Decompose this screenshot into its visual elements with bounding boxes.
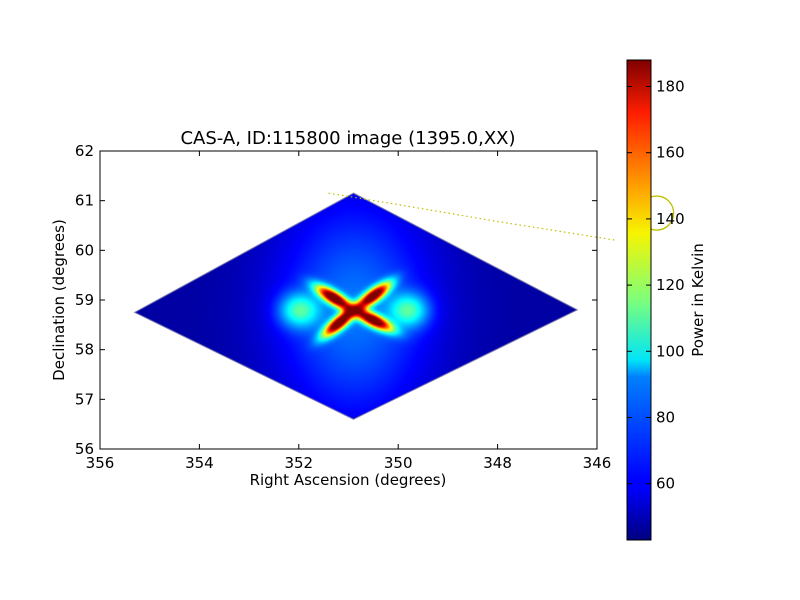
colorbar-tick-label: 80: [656, 409, 675, 427]
chart-title: CAS-A, ID:115800 image (1395.0,XX): [180, 128, 515, 149]
x-tick-label: 356: [86, 454, 115, 472]
colorbar-label: Power in Kelvin: [689, 243, 707, 357]
colorbar: [626, 59, 652, 541]
colorbar-tick-label: 120: [656, 276, 685, 294]
y-axis-label: Declination (degrees): [50, 219, 68, 381]
x-tick-label: 350: [384, 454, 413, 472]
y-axis-ticks: 56 57 58 59 60 61 62: [75, 142, 597, 458]
x-tick-label: 346: [583, 454, 612, 472]
y-tick-label: 60: [75, 241, 94, 259]
y-tick-label: 59: [75, 291, 94, 309]
y-tick-label: 57: [75, 390, 94, 408]
y-tick-label: 58: [75, 341, 94, 359]
y-tick-label: 61: [75, 192, 94, 210]
field-boundary-outline: [133, 192, 579, 420]
y-tick-label: 62: [75, 142, 94, 160]
colorbar-tick-label: 180: [656, 77, 685, 95]
x-axis-ticks: 356 354 352 350 348 346: [86, 151, 612, 472]
x-tick-label: 352: [284, 454, 313, 472]
colorbar-tick-label: 100: [656, 342, 685, 360]
colorbar-tick-label: 60: [656, 475, 675, 493]
x-axis-label: Right Ascension (degrees): [250, 471, 447, 489]
colorbar-ticks: 60 80 100 120 140 160 180: [627, 77, 685, 493]
x-tick-label: 348: [483, 454, 512, 472]
x-tick-label: 354: [185, 454, 214, 472]
y-tick-label: 56: [75, 440, 94, 458]
colorbar-tick-label: 140: [656, 210, 685, 228]
colorbar-tick-label: 160: [656, 144, 685, 162]
